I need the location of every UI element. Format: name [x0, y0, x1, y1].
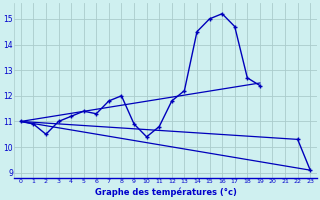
X-axis label: Graphe des températures (°c): Graphe des températures (°c) [95, 187, 236, 197]
